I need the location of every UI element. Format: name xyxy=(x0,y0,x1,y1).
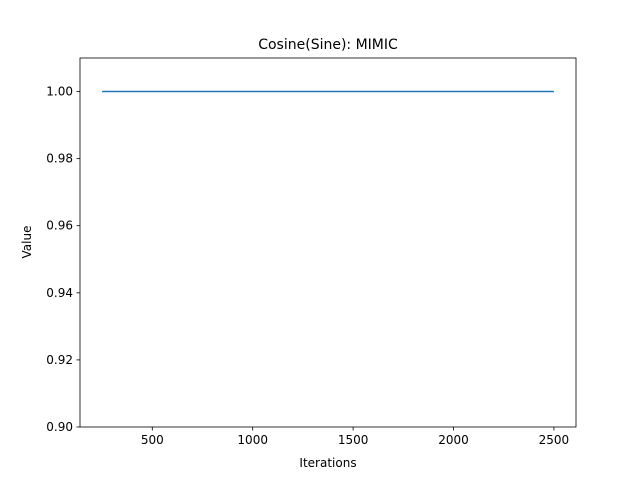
plot-frame xyxy=(79,57,577,428)
y-axis-label: Value xyxy=(20,226,34,259)
x-tick-label: 1500 xyxy=(338,433,369,447)
x-axis: 500 1000 1500 2000 2500 xyxy=(141,427,569,447)
x-tick-label: 500 xyxy=(141,433,164,447)
x-tick-label: 2000 xyxy=(438,433,469,447)
y-tick-label: 0.94 xyxy=(46,286,73,300)
x-tick-label: 2500 xyxy=(539,433,570,447)
y-axis: 0.90 0.92 0.94 0.96 0.98 1.00 xyxy=(46,85,80,434)
chart-title: Cosine(Sine): MIMIC xyxy=(258,37,398,53)
x-axis-label: Iterations xyxy=(299,456,356,470)
y-tick-label: 0.92 xyxy=(46,353,73,367)
y-tick-label: 1.00 xyxy=(46,85,73,99)
x-tick-label: 1000 xyxy=(237,433,268,447)
y-tick-label: 0.98 xyxy=(46,152,73,166)
y-tick-label: 0.90 xyxy=(46,420,73,434)
y-tick-label: 0.96 xyxy=(46,219,73,233)
